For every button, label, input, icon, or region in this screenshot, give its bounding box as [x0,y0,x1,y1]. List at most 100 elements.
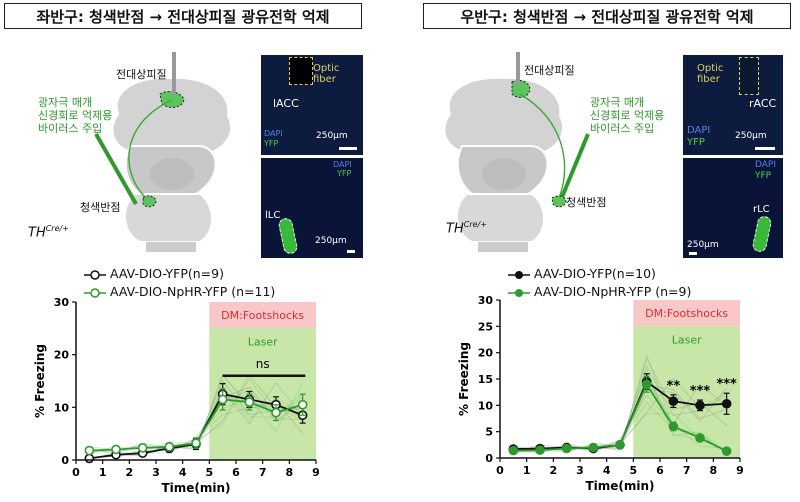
scale-bar [339,147,357,150]
y-tick-label: 30 [478,294,494,307]
data-point [641,379,652,390]
data-point [721,398,732,409]
y-axis-label: % Freezing [457,342,471,416]
footshock-label: DM:Footshocks [221,309,304,322]
data-point [588,442,599,453]
left-lc-label: 청색반점 [80,201,121,214]
virus-line-2: 신경회로 억제용 [38,109,113,122]
stain2-label: YFP [264,139,279,148]
region-label: rACC [749,97,777,110]
x-tick-label: 8 [710,464,718,477]
virus-line-1: 광자극 매개 [590,96,645,109]
right-acc-micrograph: Optic fiber rACC DAPI YFP 250μm [683,55,783,155]
left-cortex-label: 전대상피질 [116,68,167,81]
stain1-label: DAPI [264,129,283,138]
optic-fiber-track [289,57,313,85]
x-tick-label: 8 [286,466,294,479]
left-lc-micrograph: DAPI YFP lLC 250μm [261,158,363,258]
scale-label: 250μm [687,240,719,250]
left-panel-title: 좌반구: 청색반점 → 전대상피질 광유전학 억제 [4,3,362,29]
fiber-line-1: Optic [313,63,340,74]
left-virus-label: 광자극 매개 신경회로 억제용 바이러스 주입 [38,96,112,135]
stain1-label: DAPI [755,160,777,170]
x-tick-label: 7 [683,464,691,477]
virus-line-1: 광자극 매개 [38,96,93,109]
genotype-sup: Cre/+ [463,220,487,229]
data-point [191,438,201,448]
left-acc-micrograph: Optic fiber lACC DAPI YFP 250μm [261,55,363,155]
region-label: rLC [753,204,770,215]
y-tick-label: 30 [54,298,70,309]
laser-label: Laser [672,334,702,347]
data-point [164,442,175,452]
data-point [297,399,308,410]
data-point [668,396,679,406]
right-lc-micrograph: DAPI YFP rLC 250μm [683,158,783,258]
stain2-label: YFP [337,169,352,178]
y-tick-label: 20 [54,349,70,362]
data-point [615,440,625,450]
footshock-band [209,302,316,329]
data-point [561,443,572,454]
ns-annotation: ns [256,357,270,371]
footshock-label: DM:Footshocks [645,307,728,320]
legend-label: AAV-DIO-NpHR-YFP (n=11) [110,284,276,299]
x-tick-label: 0 [72,466,80,479]
x-tick-label: 5 [206,466,214,479]
scale-label: 250μm [735,131,767,141]
lc-fluorescence [751,214,773,254]
y-tick-label: 15 [478,373,493,386]
x-tick-label: 1 [523,464,531,477]
left-brain-illustration [94,52,232,252]
data-point [137,443,148,453]
fiber-line-1: Optic [697,63,724,74]
genotype-sup: Cre/+ [45,224,69,233]
x-tick-label: 2 [550,464,558,477]
fiber-line-2: fiber [697,74,720,85]
scale-label: 250μm [316,131,348,141]
stain1-label: DAPI [687,125,711,136]
right-virus-label: 광자극 매개 신경회로 억제용 바이러스 주입 [590,96,664,135]
y-tick-label: 0 [61,454,69,467]
stain2-label: YFP [755,171,772,181]
legend-label: AAV-DIO-NpHR-YFP (n=9) [534,284,692,299]
x-tick-label: 6 [232,466,240,479]
legend-label: AAV-DIO-YFP(n=9) [110,266,224,281]
virus-line-3: 바이러스 주입 [38,122,103,135]
region-label: lLC [265,210,281,221]
legend-marker-filled-green [508,288,530,297]
legend-marker-open-black [84,269,106,280]
x-tick-label: 9 [312,466,320,479]
x-tick-label: 7 [259,466,267,479]
stain1-label: DAPI [333,160,352,169]
data-point [695,400,705,411]
significance-star: *** [716,377,737,392]
x-tick-label: 4 [603,464,611,477]
x-tick-label: 6 [656,464,664,477]
genotype-text: TH [28,225,46,241]
y-axis-label: % Freezing [33,344,47,418]
x-tick-label: 9 [736,464,744,477]
data-point [668,421,679,432]
x-tick-label: 3 [152,466,160,479]
genotype-text: TH [446,221,464,237]
region-label: lACC [273,97,299,110]
significance-star: *** [690,384,711,399]
virus-line-2: 신경회로 억제용 [590,109,665,122]
right-lc-label: 청색반점 [566,196,607,209]
data-point [84,453,95,464]
right-legend-control: AAV-DIO-YFP(n=10) [508,266,656,281]
y-tick-label: 0 [485,452,493,465]
fiber-label: Optic fiber [313,63,339,85]
y-tick-label: 10 [478,399,494,412]
data-point [508,445,519,456]
x-tick-label: 0 [496,464,504,477]
lc-fluorescence [277,216,299,256]
y-tick-label: 25 [478,320,493,333]
data-point [695,433,705,443]
x-tick-label: 2 [126,466,134,479]
x-tick-label: 4 [179,466,187,479]
left-legend-nphr: AAV-DIO-NpHR-YFP (n=11) [84,284,275,299]
data-point [535,445,545,455]
